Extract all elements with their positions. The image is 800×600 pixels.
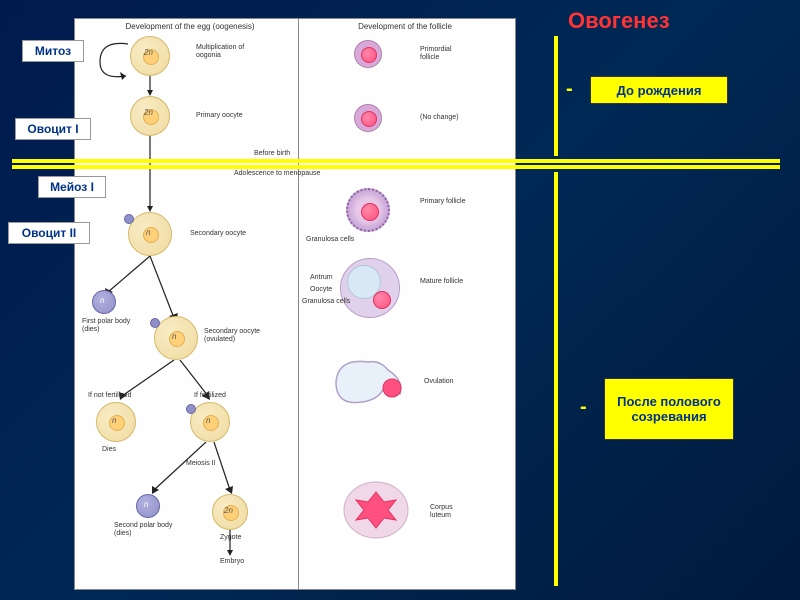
panel-divider [298,18,299,590]
oogonium-ploidy: 2n [144,48,153,57]
fertilized-ploidy: n [206,416,210,425]
ovulated-ploidy: n [172,332,176,341]
corpus-luteum-label: Corpus luteum [430,504,474,519]
oocyte-label: Oocyte [310,286,332,294]
yellow-line-2 [12,165,780,169]
before-birth-section: Before birth [254,150,290,158]
primordial-follicle-1 [354,40,382,68]
primary-oocyte-label: Primary oocyte [196,112,243,120]
fertilized-polar-dot [186,404,196,414]
bracket-top [554,36,558,156]
zygote-label: Zygote [220,534,241,542]
primordial2-label: (No change) [420,114,459,122]
secondary-oocyte-polar-dot [124,214,134,224]
header-left: Development of the egg (oogenesis) [100,22,280,31]
meiosis1-label: Мейоз I [38,176,106,198]
dies-ploidy: n [112,416,116,425]
fertilized-label: If fertilized [194,392,226,400]
page-title: Овогенез [568,8,670,34]
oocyte2-label: Овоцит II [8,222,90,244]
oogonium-label: Multiplication of oogonia [196,44,256,59]
mature-follicle [340,258,400,318]
mitosis-label: Митоз [22,40,84,62]
yellow-line-1 [12,159,780,163]
header-right: Development of the follicle [320,22,490,31]
primordial1-label: Primordial follicle [420,46,470,61]
before-birth-box: До рождения [590,76,728,104]
granulosa-label-2: Granulosa cells [302,298,350,306]
meiosis2-label: Meiosis II [186,460,216,468]
primary-oocyte-ploidy: 2n [144,108,153,117]
after-puberty-box: После полового созревания [604,378,734,440]
ovulation-label: Ovulation [424,378,454,386]
secondary-oocyte-ploidy: n [146,228,150,237]
antrum-label: Antrum [310,274,333,282]
second-polar-ploidy: n [144,500,148,509]
first-polar-ploidy: n [100,296,104,305]
embryo-label: Embryo [220,558,244,566]
second-polar-label: Second polar body (dies) [114,522,174,537]
granulosa-label-1: Granulosa cells [306,236,354,244]
primary-follicle-label: Primary follicle [420,198,466,206]
first-polar-label: First polar body (dies) [82,318,134,333]
secondary-oocyte-label: Secondary oocyte [190,230,246,238]
oocyte1-label: Овоцит I [15,118,91,140]
not-fertilized-label: If not fertilized [88,392,132,400]
primary-follicle [346,188,390,232]
bracket-bottom [554,172,558,586]
dies-label: Dies [102,446,116,454]
ovulated-label: Secondary oocyte (ovulated) [204,328,274,343]
dash-2: - [580,396,587,419]
mature-follicle-label: Mature follicle [420,278,466,286]
adolescence-section: Adolescence to menopause [234,170,320,178]
dash-1: - [566,78,573,101]
zygote-ploidy: 2n [224,506,233,515]
ovulated-polar-dot [150,318,160,328]
primordial-follicle-2 [354,104,382,132]
